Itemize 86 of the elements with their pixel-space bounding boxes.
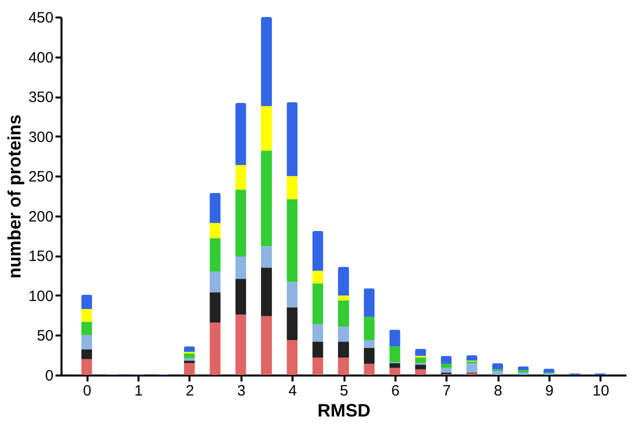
- y-tick-label: 250: [28, 168, 54, 186]
- bar: [312, 342, 324, 358]
- bar: [210, 322, 221, 375]
- y-tick-label: 400: [28, 49, 54, 66]
- x-tick-label: 2: [186, 382, 194, 400]
- bar: [286, 282, 298, 308]
- bar: [210, 292, 221, 322]
- bar: [312, 358, 324, 375]
- y-tick-label: 300: [28, 128, 54, 146]
- bar: [338, 342, 349, 358]
- bar: [312, 231, 324, 271]
- bar: [235, 102, 246, 165]
- bar: [184, 346, 195, 352]
- y-axis-title: number of proteins: [4, 114, 24, 279]
- bar: [338, 300, 349, 326]
- bar: [81, 322, 92, 336]
- bar: [184, 360, 195, 364]
- y-tick-label: 450: [28, 10, 54, 26]
- bar: [286, 176, 298, 200]
- y-tick-label: 200: [28, 208, 54, 226]
- x-tick-label: 8: [494, 382, 502, 400]
- bar: [260, 150, 272, 246]
- bar: [312, 324, 324, 342]
- bar: [364, 364, 375, 375]
- bar: [210, 238, 221, 272]
- bar: [389, 368, 400, 375]
- x-tick-label: 4: [288, 382, 297, 400]
- bar: [415, 358, 426, 364]
- bar: [184, 354, 195, 358]
- x-axis-title: RMSD: [318, 400, 370, 420]
- bar: [364, 348, 375, 364]
- bar: [312, 284, 324, 324]
- bar: [364, 316, 375, 340]
- bar: [260, 246, 272, 268]
- x-tick-label: 7: [442, 382, 451, 400]
- bar: [389, 330, 400, 346]
- bar: [210, 223, 221, 238]
- x-tick-label: 0: [83, 382, 92, 400]
- bar: [260, 316, 272, 375]
- bar: [312, 270, 324, 284]
- x-tick-label: 5: [340, 382, 348, 400]
- bar: [440, 368, 452, 373]
- x-tick-label: 3: [237, 382, 246, 400]
- bar: [235, 314, 246, 375]
- y-tick-label: 100: [28, 288, 54, 305]
- y-tick-label: 150: [28, 248, 54, 266]
- bar: [235, 164, 246, 190]
- bar: [210, 192, 221, 224]
- bar: [440, 356, 452, 364]
- bar: [286, 340, 298, 375]
- bar: [260, 268, 272, 316]
- bar: [235, 278, 246, 315]
- bar: [389, 363, 400, 368]
- y-tick-label: 0: [45, 368, 54, 384]
- bar: [81, 335, 92, 350]
- x-tick-label: 6: [391, 382, 400, 400]
- bar: [364, 340, 375, 348]
- bar: [518, 370, 529, 373]
- bar: [389, 346, 400, 362]
- bar: [338, 295, 349, 300]
- bar: [415, 348, 426, 356]
- x-tick-label: 10: [592, 382, 610, 400]
- x-tick-label: 1: [134, 382, 143, 400]
- bar: [81, 308, 92, 322]
- bar: [338, 266, 349, 296]
- bar: [338, 326, 349, 342]
- bar: [235, 256, 246, 279]
- bar: [81, 350, 92, 360]
- bar: [415, 364, 426, 370]
- y-tick-label: 350: [28, 89, 54, 106]
- bar: [286, 102, 298, 176]
- bar: [260, 106, 272, 151]
- bar: [235, 190, 246, 256]
- y-tick-label: 50: [36, 328, 54, 345]
- bar: [440, 364, 452, 368]
- x-tick-label: 9: [545, 382, 554, 400]
- bar: [81, 294, 92, 309]
- bar: [184, 363, 195, 375]
- bar: [260, 17, 272, 106]
- bar: [286, 307, 298, 340]
- bar: [286, 199, 298, 282]
- bar: [338, 358, 349, 375]
- bar: [466, 363, 478, 373]
- bar: [210, 272, 221, 292]
- bar: [364, 288, 375, 317]
- bar: [81, 359, 92, 375]
